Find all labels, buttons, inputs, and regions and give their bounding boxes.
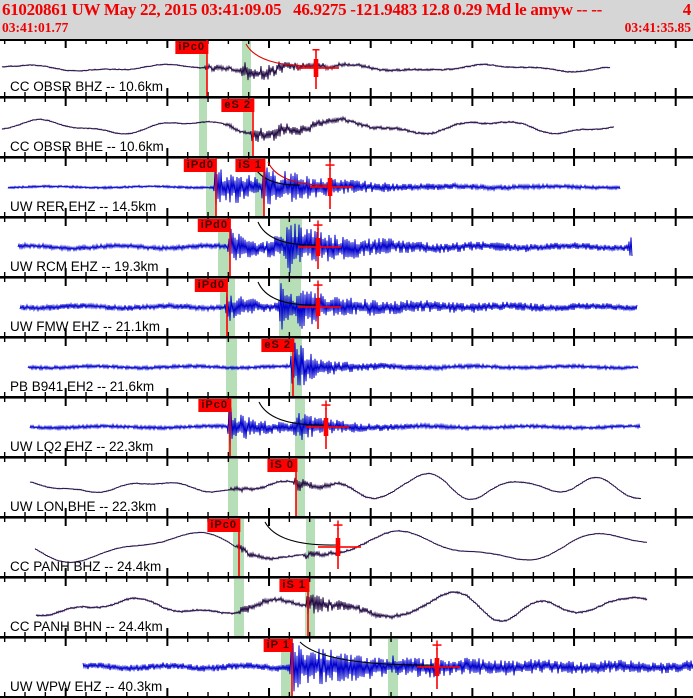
pick-label[interactable]: iP 1 <box>263 639 293 652</box>
time-window-row: 03:41:01.77 03:41:35.85 <box>0 20 693 36</box>
pick-label[interactable]: iPc0 <box>207 519 240 532</box>
event-pick-count: 4 <box>682 0 692 19</box>
pick-label[interactable]: iS 1 <box>279 579 309 592</box>
window-end-time: 03:41:35.85 <box>624 20 691 35</box>
pick-label[interactable]: iPd0 <box>183 159 217 172</box>
pick-label[interactable]: iPc0 <box>175 41 208 54</box>
pick-label[interactable]: iS 1 <box>235 159 265 172</box>
event-summary-text: 61020861 UW May 22, 2015 03:41:09.05 46.… <box>2 0 602 19</box>
pick-label[interactable]: eS 2 <box>261 339 294 352</box>
pick-label[interactable]: iPd0 <box>197 219 231 232</box>
event-header: 61020861 UW May 22, 2015 03:41:09.05 46.… <box>0 0 693 39</box>
pick-label[interactable]: eS 2 <box>221 99 254 112</box>
window-start-time: 03:41:01.77 <box>2 20 69 35</box>
event-title-row: 61020861 UW May 22, 2015 03:41:09.05 46.… <box>0 0 693 20</box>
pick-label[interactable]: iPd0 <box>194 279 228 292</box>
pick-label[interactable]: iPc0 <box>198 399 231 412</box>
waveform-canvas[interactable] <box>0 39 693 698</box>
seismogram-plot[interactable]: CC OBSR BHZ -- 10.6km iPc0 CC OBSR BHE -- … <box>0 39 693 698</box>
pick-label[interactable]: iS 0 <box>267 459 297 472</box>
